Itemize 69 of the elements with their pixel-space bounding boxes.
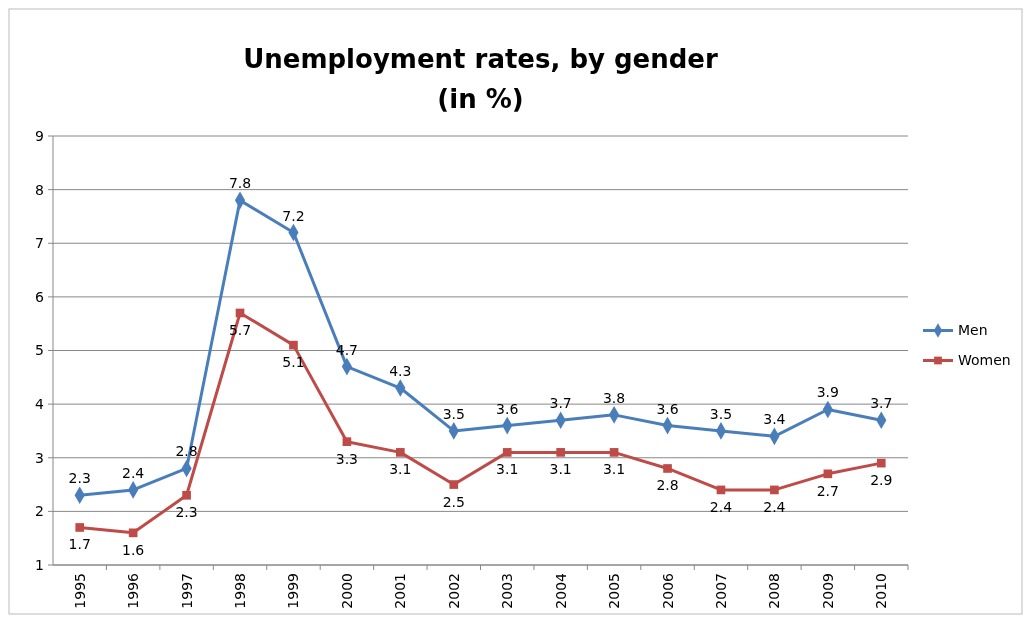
chart-title: Unemployment rates, by gender (in %): [243, 44, 719, 114]
data-label: 1.7: [68, 536, 91, 553]
x-tick-label: 2007: [712, 573, 729, 609]
data-label: 2.8: [656, 477, 679, 494]
point: [449, 480, 459, 489]
data-label: 3.6: [656, 400, 679, 417]
x-tick-label: 2005: [606, 573, 623, 609]
data-label: 7.2: [282, 207, 305, 224]
data-label: 1.6: [122, 541, 145, 558]
point: [182, 490, 191, 500]
data-label: 2.4: [122, 464, 145, 481]
data-label: 3.5: [709, 405, 733, 422]
x-tick-label: 2004: [552, 572, 569, 609]
data-label: 2.4: [709, 498, 733, 515]
data-label: 2.5: [442, 493, 465, 510]
data-label: 4.3: [389, 363, 412, 380]
x-tick-label: 2006: [659, 572, 676, 609]
point: [396, 448, 405, 457]
x-tick-label: 1996: [125, 572, 142, 609]
x-tick-label: 1999: [285, 573, 302, 609]
point: [876, 458, 886, 468]
data-label: 2.9: [870, 472, 893, 489]
x-tick-label: 1998: [232, 573, 249, 609]
point: [556, 448, 565, 457]
x-tick-label: 2008: [766, 573, 783, 609]
legend-label: Men: [958, 322, 988, 339]
y-tick-label: 8: [35, 181, 44, 198]
x-tick-label: 1995: [71, 573, 88, 609]
data-label: 3.9: [816, 384, 839, 401]
legend-label: Women: [958, 352, 1011, 369]
data-label: 3.1: [602, 461, 626, 478]
y-tick-label: 2: [35, 503, 44, 520]
data-label: 3.4: [763, 411, 786, 428]
x-tick-label: 2003: [499, 573, 516, 609]
data-label: 2.3: [68, 470, 91, 487]
data-label: 3.6: [496, 400, 519, 417]
y-tick-label: 6: [35, 288, 45, 305]
data-label: 3.3: [335, 450, 359, 467]
data-label: 3.1: [549, 461, 572, 478]
data-label: 3.1: [389, 461, 412, 478]
data-label: 7.8: [228, 175, 252, 192]
data-label: 2.3: [175, 504, 198, 521]
data-label: 2.7: [816, 482, 839, 499]
x-tick-label: 2001: [392, 573, 409, 609]
y-tick-label: 4: [35, 396, 45, 413]
data-label: 3.8: [602, 389, 626, 406]
data-label: 2.4: [763, 498, 786, 515]
point: [342, 437, 352, 446]
y-tick-label: 7: [35, 235, 44, 252]
point: [289, 340, 298, 350]
y-tick-label: 5: [35, 342, 44, 359]
x-tick-label: 1997: [178, 573, 195, 609]
x-tick-label: 2010: [873, 573, 890, 609]
data-label: 3.7: [549, 395, 572, 412]
x-tick-label: 2009: [819, 573, 836, 609]
point: [609, 448, 619, 457]
data-label: 3.5: [442, 405, 465, 422]
y-tick-label: 3: [35, 449, 44, 466]
x-tick-label: 2002: [445, 573, 462, 609]
point: [128, 528, 138, 538]
data-label: 3.7: [870, 395, 893, 412]
point: [663, 464, 672, 473]
point: [75, 523, 85, 532]
data-label: 3.1: [496, 461, 519, 478]
point: [502, 448, 512, 457]
y-tick-label: 9: [35, 127, 44, 144]
point: [770, 485, 779, 495]
x-tick-label: 2000: [338, 573, 355, 609]
y-tick-label: 1: [35, 556, 44, 573]
